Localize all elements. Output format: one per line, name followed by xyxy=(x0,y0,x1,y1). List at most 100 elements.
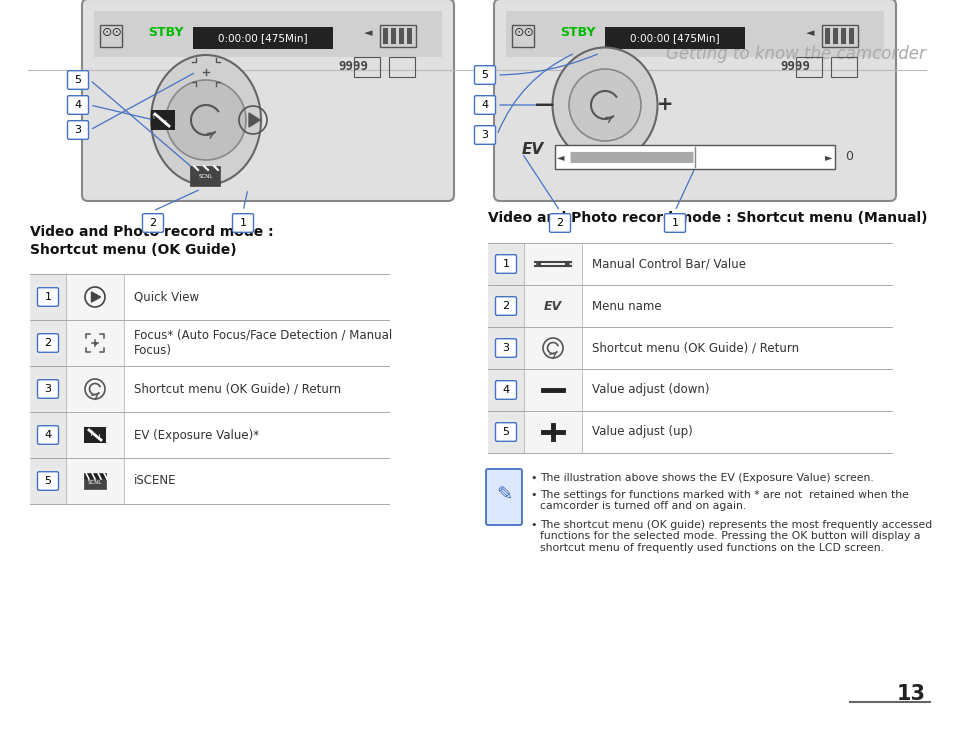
FancyBboxPatch shape xyxy=(37,426,58,445)
Bar xyxy=(84,473,106,479)
Text: •: • xyxy=(530,473,536,483)
FancyBboxPatch shape xyxy=(142,214,163,232)
FancyBboxPatch shape xyxy=(37,288,58,307)
Bar xyxy=(190,166,220,186)
Bar xyxy=(66,320,124,366)
FancyBboxPatch shape xyxy=(68,120,89,139)
FancyBboxPatch shape xyxy=(37,334,58,353)
Text: —: — xyxy=(535,96,554,115)
Bar xyxy=(382,28,388,44)
Circle shape xyxy=(166,80,246,160)
Bar xyxy=(84,473,106,489)
Text: Value adjust (down): Value adjust (down) xyxy=(592,383,709,396)
FancyBboxPatch shape xyxy=(82,0,454,201)
Text: 1: 1 xyxy=(502,259,509,269)
Text: Quick View: Quick View xyxy=(133,291,199,304)
Text: •: • xyxy=(530,490,536,499)
Text: 3: 3 xyxy=(481,130,488,140)
Bar xyxy=(832,28,837,44)
Bar xyxy=(830,57,856,77)
Bar xyxy=(151,110,174,130)
Text: Value adjust (up): Value adjust (up) xyxy=(592,426,692,439)
Bar xyxy=(407,28,412,44)
Bar xyxy=(100,25,122,47)
Ellipse shape xyxy=(552,47,657,163)
Text: Focus* (Auto Focus/Face Detection / Manual
Focus): Focus* (Auto Focus/Face Detection / Manu… xyxy=(133,329,392,357)
Bar xyxy=(66,412,124,458)
Polygon shape xyxy=(91,292,100,302)
Text: 4: 4 xyxy=(45,430,51,440)
Text: 4: 4 xyxy=(74,100,81,110)
Text: 0: 0 xyxy=(844,150,852,164)
Text: ⊙⊙: ⊙⊙ xyxy=(101,26,122,39)
FancyBboxPatch shape xyxy=(474,126,495,145)
Bar xyxy=(523,411,581,453)
Bar xyxy=(488,369,523,411)
Text: iSCENE: iSCENE xyxy=(133,474,176,488)
Bar xyxy=(512,25,534,47)
Text: ►: ► xyxy=(824,152,832,162)
Text: Video and Photo record mode : Shortcut menu (Manual): Video and Photo record mode : Shortcut m… xyxy=(488,211,926,225)
Text: ↑: ↑ xyxy=(88,429,94,437)
Text: 1: 1 xyxy=(671,218,678,228)
Bar xyxy=(66,366,124,412)
Text: 1: 1 xyxy=(239,218,246,228)
Text: 1: 1 xyxy=(45,292,51,302)
Polygon shape xyxy=(249,113,260,127)
Bar xyxy=(391,28,395,44)
Text: 4: 4 xyxy=(502,385,509,395)
Text: Manual Control Bar/ Value: Manual Control Bar/ Value xyxy=(592,258,745,271)
FancyBboxPatch shape xyxy=(233,214,253,232)
Text: 3: 3 xyxy=(45,384,51,394)
Bar xyxy=(488,285,523,327)
FancyBboxPatch shape xyxy=(495,381,516,399)
Text: 5: 5 xyxy=(74,75,81,85)
Text: 0:00:00 [475Min]: 0:00:00 [475Min] xyxy=(218,33,308,43)
Text: The settings for functions marked with * are not  retained when the
camcorder is: The settings for functions marked with *… xyxy=(539,490,908,511)
Text: ◄: ◄ xyxy=(363,28,372,38)
Bar xyxy=(30,366,66,412)
Text: STBY: STBY xyxy=(148,26,183,39)
Bar xyxy=(193,27,333,49)
Text: •: • xyxy=(530,520,536,529)
Text: 2: 2 xyxy=(556,218,563,228)
Text: Getting to know the camcorder: Getting to know the camcorder xyxy=(665,45,925,63)
Text: ↓: ↓ xyxy=(95,432,102,442)
Bar xyxy=(604,27,744,49)
Text: 9999: 9999 xyxy=(337,61,368,74)
Text: ⊙⊙: ⊙⊙ xyxy=(513,26,534,39)
Bar xyxy=(841,28,845,44)
Bar xyxy=(848,28,853,44)
Bar xyxy=(94,11,441,57)
FancyBboxPatch shape xyxy=(37,472,58,491)
FancyBboxPatch shape xyxy=(485,469,521,525)
Text: SCNL: SCNL xyxy=(198,174,213,179)
Bar xyxy=(30,458,66,504)
Bar xyxy=(555,145,834,169)
Text: +: + xyxy=(656,96,673,115)
Text: 2: 2 xyxy=(502,301,509,311)
Text: Shortcut menu (OK Guide) / Return: Shortcut menu (OK Guide) / Return xyxy=(592,342,799,355)
FancyBboxPatch shape xyxy=(68,96,89,115)
FancyBboxPatch shape xyxy=(495,255,516,273)
FancyBboxPatch shape xyxy=(664,214,685,232)
Text: STBY: STBY xyxy=(559,26,595,39)
Text: 13: 13 xyxy=(896,684,925,704)
Text: 3: 3 xyxy=(502,343,509,353)
Text: 4: 4 xyxy=(481,100,488,110)
Text: Shortcut menu (OK Guide): Shortcut menu (OK Guide) xyxy=(30,243,236,257)
FancyBboxPatch shape xyxy=(68,71,89,89)
Bar xyxy=(488,243,523,285)
Text: 0:00:00 [475Min]: 0:00:00 [475Min] xyxy=(630,33,720,43)
Text: ◄: ◄ xyxy=(557,152,564,162)
FancyBboxPatch shape xyxy=(494,0,895,201)
FancyBboxPatch shape xyxy=(474,96,495,115)
FancyBboxPatch shape xyxy=(495,296,516,315)
Bar xyxy=(488,327,523,369)
Bar xyxy=(379,25,416,47)
Bar xyxy=(354,57,379,77)
Text: ◄: ◄ xyxy=(805,28,814,38)
Text: ✎: ✎ xyxy=(496,485,512,504)
Text: 3: 3 xyxy=(74,125,81,135)
Text: SCNL: SCNL xyxy=(88,480,102,485)
